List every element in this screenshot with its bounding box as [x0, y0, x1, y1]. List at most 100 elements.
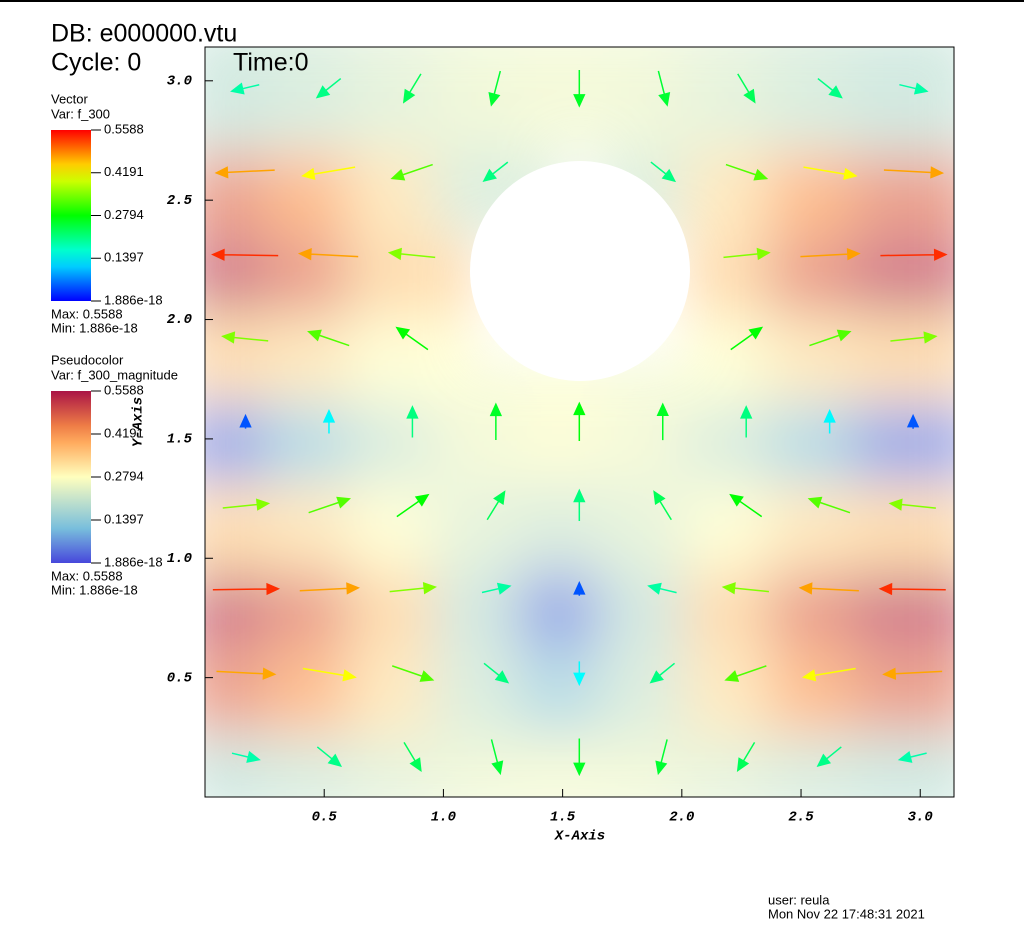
vector-arrow	[573, 401, 586, 441]
plot-frame	[204, 46, 955, 798]
legend-title: Pseudocolor	[51, 352, 124, 367]
vector-arrow	[230, 82, 260, 95]
legend-min: Min: 1.886e-18	[51, 320, 138, 335]
x-tick-label: 2.5	[788, 810, 814, 826]
vector-arrow	[211, 248, 279, 261]
vector-arrow	[301, 166, 356, 181]
x-tick-label: 1.5	[550, 810, 576, 826]
vector-arrow	[387, 247, 436, 261]
legend-bar	[51, 130, 91, 301]
legend-tick-label: 0.1397	[104, 250, 144, 265]
legend-tick-label: 1.886e-18	[104, 292, 163, 307]
vector-arrow	[890, 331, 938, 344]
vector-arrow	[389, 582, 437, 595]
magnitude-cell	[850, 47, 954, 151]
vector-arrow	[803, 166, 858, 181]
vector-arrow	[488, 70, 502, 107]
legend-tick-label: 1.886e-18	[104, 554, 163, 569]
vector-arrow	[490, 739, 504, 776]
vector-arrow	[403, 741, 422, 773]
vector-arrow	[406, 405, 419, 438]
vector-arrow	[899, 82, 929, 95]
vector-arrow	[302, 667, 357, 682]
vector-arrow	[809, 329, 852, 347]
vector-arrow	[647, 582, 677, 595]
vector-arrow	[402, 73, 422, 104]
vector-arrow	[736, 741, 756, 773]
vector-arrow	[390, 163, 433, 181]
vector-arrow	[212, 582, 281, 596]
vector-arrow	[221, 331, 269, 344]
x-tick-label: 3.0	[908, 810, 933, 826]
x-tick-label: 1.0	[431, 810, 456, 826]
hole	[470, 161, 690, 381]
vector-layer	[211, 70, 948, 777]
vector-arrow	[883, 166, 945, 179]
cycle-label: Cycle: 0	[51, 49, 141, 77]
vector-arrow	[573, 738, 586, 777]
vector-arrow	[730, 326, 764, 351]
axes: 0.5 1.0 1.5 2.0 2.5 3.0 0.5 1.0 1.5 2.0 2.5 3.0	[167, 74, 933, 826]
vector-arrow	[650, 161, 677, 183]
x-tick-label: 0.5	[312, 810, 338, 826]
vector-arrow	[231, 750, 261, 763]
y-tick-label: 1.5	[167, 432, 193, 448]
legend-tick-label: 0.2794	[104, 468, 144, 483]
vector-arrow	[299, 582, 361, 595]
legend-var: Var: f_300	[51, 106, 110, 121]
x-tick-label: 2.0	[669, 810, 694, 826]
y-tick-label: 2.0	[167, 312, 192, 328]
vector-arrow	[481, 582, 512, 595]
vector-arrow	[721, 582, 769, 595]
vector-arrow	[740, 405, 753, 438]
vector-arrow	[307, 329, 350, 347]
y-tick-label: 0.5	[167, 670, 193, 686]
legend-title: Vector	[51, 91, 89, 106]
vector-arrow	[801, 667, 856, 682]
vector-arrow	[216, 667, 277, 680]
vector-arrow	[573, 661, 586, 687]
vector-arrow	[823, 409, 836, 434]
legend-tick-label: 0.4191	[104, 164, 144, 179]
vector-arrow	[573, 70, 586, 108]
vector-arrow	[882, 667, 943, 680]
vector-arrow	[297, 248, 359, 261]
vector-arrow	[725, 163, 769, 181]
db-label: DB: e000000.vtu	[51, 20, 237, 48]
legend-tick-label: 0.5588	[104, 382, 144, 397]
vector-arrow	[482, 161, 509, 183]
vector-arrow	[483, 662, 510, 684]
vector-arrow	[315, 77, 342, 99]
legend-tick-label: 0.4191	[104, 425, 144, 440]
x-axis-title: X-Axis	[554, 829, 605, 845]
vector-arrow	[798, 582, 859, 595]
vector-arrow	[653, 490, 672, 521]
y-tick-label: 3.0	[167, 74, 192, 90]
vector-arrow	[391, 665, 435, 682]
legend-var: Var: f_300_magnitude	[51, 367, 178, 382]
vector-arrow	[316, 746, 343, 768]
vector-arrow	[878, 582, 946, 596]
vector-arrow	[723, 247, 771, 261]
vector-arrow	[897, 750, 927, 763]
vector-arrow	[214, 166, 275, 179]
vector-arrow	[573, 581, 586, 596]
legend-max: Max: 0.5588	[51, 306, 123, 321]
vector-arrow	[737, 73, 756, 104]
vector-arrow	[489, 402, 503, 441]
vector-arrow	[880, 248, 948, 261]
vector-arrow	[649, 662, 676, 684]
time-label: Time:0	[233, 49, 308, 77]
y-axis-title: Y-Axis	[131, 397, 147, 447]
vector-arrow	[817, 77, 843, 99]
y-tick-label: 2.5	[167, 193, 193, 209]
vector-arrow	[222, 498, 271, 511]
vector-arrow	[888, 498, 936, 511]
legend-tick-label: 0.5588	[104, 121, 144, 136]
vector-arrow	[906, 413, 920, 429]
vector-arrow	[657, 70, 671, 107]
vector-arrow	[573, 488, 586, 522]
legend-tick-label: 0.1397	[104, 511, 144, 526]
